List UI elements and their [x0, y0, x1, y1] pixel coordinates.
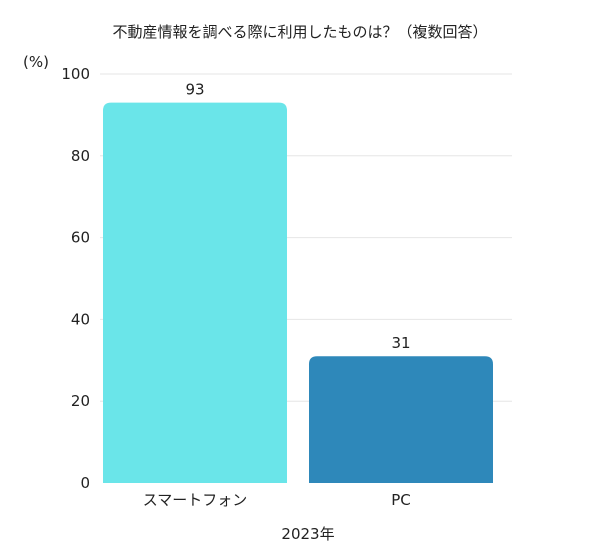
- y-tick-label: 0: [80, 474, 90, 492]
- bar-1: [103, 102, 287, 483]
- data-label: 93: [185, 81, 204, 99]
- x-axis-label: 2023年: [281, 525, 334, 543]
- y-axis-ticks: 0 20 40 60 80 100: [61, 65, 90, 492]
- y-tick-label: 60: [71, 229, 90, 247]
- chart-title: 不動産情報を調べる際に利用したものは？（複数回答）: [112, 23, 487, 41]
- y-tick-label: 80: [71, 147, 90, 165]
- category-labels: スマートフォン PC: [143, 491, 411, 509]
- bars: [103, 102, 493, 483]
- data-labels: 93 31: [185, 81, 410, 353]
- x-category-label: スマートフォン: [143, 491, 248, 509]
- y-tick-label: 20: [71, 392, 90, 410]
- bar-2: [309, 356, 493, 483]
- y-unit-label: (%): [23, 53, 49, 71]
- y-tick-label: 40: [71, 310, 90, 328]
- data-label: 31: [391, 334, 410, 352]
- x-category-label: PC: [391, 491, 411, 509]
- y-tick-label: 100: [61, 65, 90, 83]
